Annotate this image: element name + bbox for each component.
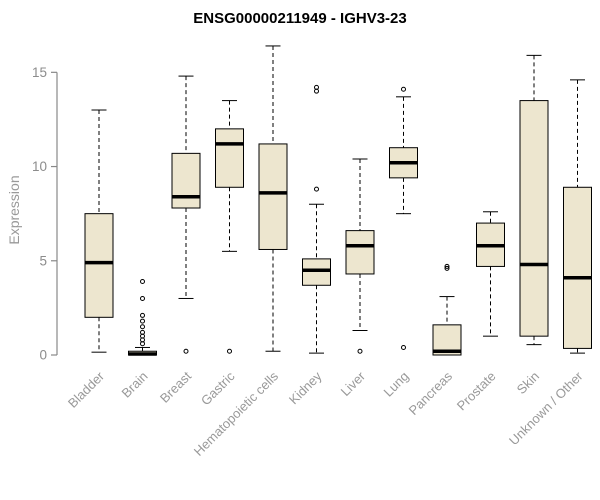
y-axis: 0 5 10 15: [32, 65, 58, 363]
box-skin: [519, 54, 549, 346]
box-breast: [171, 75, 201, 354]
outlier-point: [227, 348, 232, 354]
box-liver: [345, 158, 375, 354]
x-category-label: Skin: [514, 369, 542, 397]
outlier-point: [401, 86, 406, 92]
outlier-point: [140, 279, 145, 285]
outlier-point: [140, 329, 145, 335]
x-category-label: Prostate: [454, 369, 499, 414]
outlier-point: [357, 348, 363, 354]
x-category-label: Bladder: [65, 368, 108, 411]
x-category-label: Hematopoietic cells: [191, 368, 282, 459]
y-tick-label: 0: [39, 348, 47, 363]
y-tick-label: 15: [32, 65, 47, 80]
box-prostate: [476, 211, 505, 337]
x-category-label: Liver: [338, 368, 369, 399]
box-pancreas: [432, 263, 462, 356]
box-lung: [389, 86, 418, 350]
outlier-point: [401, 344, 406, 350]
outlier-point: [314, 186, 319, 192]
box-unknown-other: [563, 79, 592, 354]
outlier-point: [183, 348, 189, 354]
chart-title: ENSG00000211949 - IGHV3-23: [193, 10, 407, 27]
box-gastric: [215, 100, 244, 354]
x-category-label: Unknown / Other: [506, 368, 586, 448]
outlier-point: [140, 324, 145, 330]
x-category-label: Gastric: [198, 368, 238, 408]
y-axis-label: Expression: [6, 175, 22, 245]
box-brain: [128, 279, 157, 356]
x-category-label: Kidney: [286, 368, 325, 407]
box-kidney: [302, 84, 331, 354]
box-hematopoietic-cells: [258, 45, 288, 352]
x-category-label: Lung: [381, 369, 412, 400]
outlier-point: [444, 263, 450, 269]
x-category-label: Brain: [119, 369, 151, 401]
x-category-label: Pancreas: [406, 368, 456, 418]
x-category-label: Breast: [157, 368, 194, 405]
outlier-point: [140, 295, 145, 301]
outlier-point: [444, 265, 450, 271]
outlier-point: [140, 318, 145, 324]
outlier-point: [140, 312, 145, 318]
outlier-point: [314, 84, 319, 90]
y-tick-label: 5: [39, 253, 47, 268]
y-tick-label: 10: [32, 159, 47, 174]
box-bladder: [84, 109, 114, 353]
